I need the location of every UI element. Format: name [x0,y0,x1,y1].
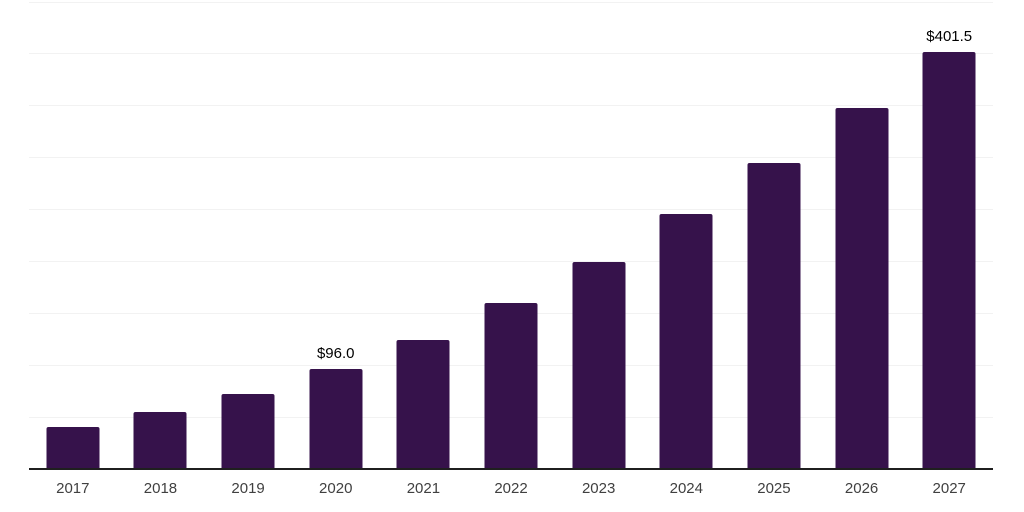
bar-2026[interactable] [835,108,889,469]
gridline-300 [29,157,993,159]
bar-2019[interactable] [221,394,275,469]
bar-column-2022 [467,2,555,469]
bar-2017[interactable] [46,427,100,469]
bar-2024[interactable] [659,213,713,469]
bar-2021[interactable] [396,339,450,469]
x-tick-label-2027: 2027 [932,480,966,497]
bar-column-2023 [555,2,643,469]
gridline-400 [29,53,993,55]
bar-2018[interactable] [133,412,187,469]
x-tick-label-2017: 2017 [56,480,90,497]
bars-container: $96.0 $401.5 [29,2,993,469]
x-axis-labels: 2017 2018 2019 2020 2021 2022 2023 2024 2025 2026… [29,479,993,499]
x-tick-label-2018: 2018 [143,480,178,497]
x-tick-label-2025: 2025 [757,480,791,497]
x-tick-label-2026: 2026 [844,480,879,497]
bar-value-label-2020: $96.0 [316,345,355,363]
bar-column-2018 [117,2,205,469]
bar-column-2026 [818,2,906,469]
bar-column-2024 [642,2,730,469]
bar-column-2017 [29,2,117,469]
gridline-250 [29,209,993,211]
bar-column-2020: $96.0 [292,2,380,469]
gridline-450 [29,1,993,3]
x-tick-label-2020: 2020 [319,480,353,497]
bar-2027[interactable] [922,52,976,469]
x-axis-line [29,468,993,470]
plot-area: $96.0 $401.5 [29,1,993,469]
bar-column-2021 [380,2,468,469]
bar-2022[interactable] [484,302,538,469]
bar-2023[interactable] [572,261,626,469]
gridline-200 [29,260,993,262]
x-tick-label-2024: 2024 [669,480,703,497]
bar-column-2027: $401.5 [905,2,993,469]
x-tick-label-2019: 2019 [231,480,265,497]
x-tick-label-2022: 2022 [494,480,528,497]
bar-column-2019 [204,2,292,469]
x-tick-label-2023: 2023 [581,480,616,497]
bar-2025[interactable] [747,163,801,469]
gridline-350 [29,105,993,107]
x-tick-label-2021: 2021 [406,480,441,497]
bar-2020[interactable] [309,369,363,469]
bar-column-2025 [730,2,818,469]
bar-value-label-2027: $401.5 [926,28,973,46]
